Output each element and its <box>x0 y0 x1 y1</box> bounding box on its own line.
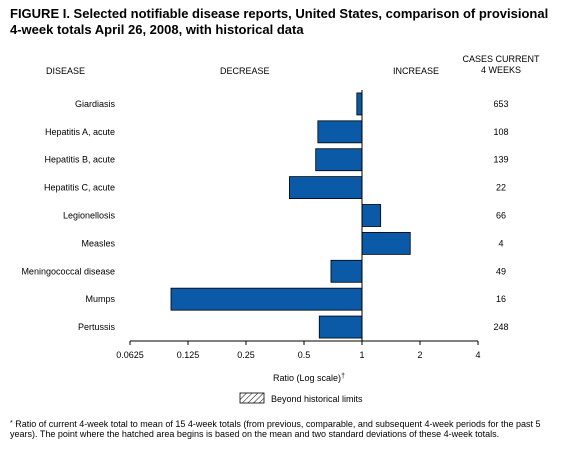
bar <box>356 92 363 116</box>
category-label: Pertussis <box>78 322 116 332</box>
category-label: Measles <box>81 238 115 248</box>
cases-count: 108 <box>493 127 508 137</box>
footnote-text: Ratio of current 4-week total to mean of… <box>10 419 541 439</box>
x-tick-label: 0.25 <box>237 350 255 360</box>
x-axis-label: Ratio (Log scale)† <box>273 373 345 383</box>
bar <box>315 148 363 172</box>
x-axis-label-mark: † <box>341 373 345 380</box>
chart-title: FIGURE I. Selected notifiable disease re… <box>10 6 549 37</box>
cases-header: CASES CURRENT 4 WEEKS <box>452 54 550 76</box>
cases-header-line1: CASES CURRENT <box>462 54 540 64</box>
bar <box>170 287 363 311</box>
x-tick-label: 0.5 <box>298 350 311 360</box>
category-label: Hepatitis B, acute <box>44 155 115 165</box>
cases-count: 22 <box>496 183 506 193</box>
x-tick-label: 4 <box>475 350 480 360</box>
x-tick-label: 0.125 <box>177 350 200 360</box>
cases-count: 139 <box>493 155 508 165</box>
bar <box>330 259 363 283</box>
category-label: Legionellosis <box>63 211 116 221</box>
cases-count: 653 <box>493 99 508 109</box>
footnote-mark: * <box>10 420 13 427</box>
footnote: * Ratio of current 4-week total to mean … <box>10 419 558 439</box>
hatch-legend-swatch <box>239 392 265 404</box>
cases-count: 248 <box>493 322 508 332</box>
category-label: Giardiasis <box>75 99 116 109</box>
cases-count: 49 <box>496 266 506 276</box>
bar <box>361 231 411 255</box>
x-tick-label: 2 <box>417 350 422 360</box>
cases-count: 16 <box>496 294 506 304</box>
cases-count: 66 <box>496 211 506 221</box>
bar <box>289 176 363 200</box>
disease-header: DISEASE <box>46 66 86 76</box>
category-label: Meningococcal disease <box>21 266 115 276</box>
bar <box>318 315 363 339</box>
category-label: Hepatitis C, acute <box>44 183 115 193</box>
bar <box>317 120 363 144</box>
category-label: Mumps <box>85 294 115 304</box>
x-tick-label: 0.0625 <box>116 350 144 360</box>
cases-header-line2: 4 WEEKS <box>480 65 521 75</box>
hatch-legend-label: Beyond historical limits <box>271 394 363 404</box>
increase-header: INCREASE <box>393 66 440 76</box>
category-label: Hepatitis A, acute <box>45 127 115 137</box>
decrease-header: DECREASE <box>220 66 270 76</box>
cases-count: 4 <box>498 238 503 248</box>
x-tick-label: 1 <box>359 350 364 360</box>
bar <box>361 204 382 227</box>
